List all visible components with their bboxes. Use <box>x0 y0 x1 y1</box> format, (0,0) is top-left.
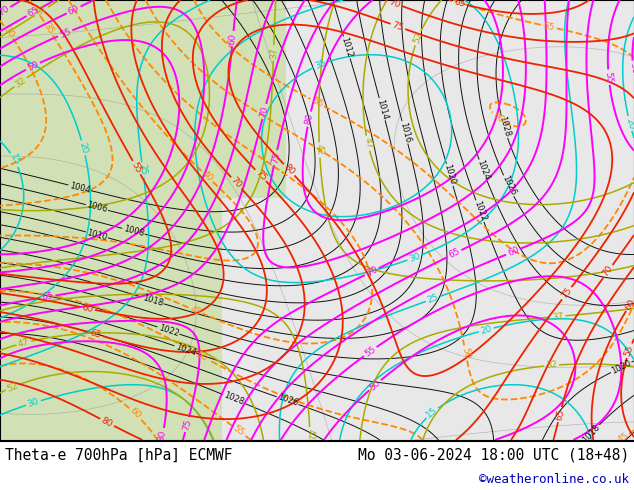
Text: 80: 80 <box>157 429 168 442</box>
Text: 30: 30 <box>408 251 422 264</box>
Text: 60: 60 <box>506 245 521 258</box>
Text: 1026: 1026 <box>500 174 517 197</box>
Text: 60: 60 <box>128 406 142 421</box>
Text: 80: 80 <box>282 163 296 177</box>
Text: 20: 20 <box>77 141 89 154</box>
Text: 80: 80 <box>304 113 315 125</box>
Text: 60: 60 <box>228 32 238 45</box>
Text: 1016: 1016 <box>398 121 412 144</box>
Text: 47: 47 <box>362 137 373 150</box>
Text: 70: 70 <box>387 0 401 9</box>
Text: 60: 60 <box>67 3 81 17</box>
Text: 1020: 1020 <box>610 359 633 376</box>
Text: 1008: 1008 <box>122 224 145 238</box>
Text: 1028: 1028 <box>222 391 245 407</box>
Text: 70: 70 <box>229 176 243 190</box>
Text: 1010: 1010 <box>86 228 108 242</box>
Text: 1028: 1028 <box>497 116 512 138</box>
Text: 1014: 1014 <box>375 98 389 121</box>
Text: 50: 50 <box>26 60 40 73</box>
Text: 50: 50 <box>460 346 471 359</box>
Text: 65: 65 <box>448 247 462 260</box>
Text: 1018: 1018 <box>581 422 602 444</box>
Text: 45: 45 <box>616 431 630 444</box>
Text: 32: 32 <box>13 75 28 89</box>
Text: 1020: 1020 <box>443 164 457 186</box>
Text: 1022: 1022 <box>472 200 488 222</box>
Text: 65: 65 <box>26 5 41 19</box>
Text: 42: 42 <box>314 144 324 156</box>
Text: 50: 50 <box>368 378 382 392</box>
Text: 37: 37 <box>34 4 49 18</box>
Text: 1018: 1018 <box>141 293 164 308</box>
Text: 75: 75 <box>181 418 193 431</box>
Text: 70: 70 <box>365 265 379 278</box>
Text: 35: 35 <box>314 58 328 71</box>
Text: 60: 60 <box>623 297 634 312</box>
Text: 55: 55 <box>363 344 377 359</box>
Text: 75: 75 <box>254 168 268 183</box>
Text: 50: 50 <box>195 349 209 363</box>
Text: 37: 37 <box>269 47 278 59</box>
Text: 1012: 1012 <box>339 36 354 59</box>
Text: ©weatheronline.co.uk: ©weatheronline.co.uk <box>479 473 629 486</box>
Text: 75: 75 <box>560 286 574 301</box>
Text: 1004: 1004 <box>68 181 91 195</box>
Text: 25: 25 <box>138 164 148 176</box>
Text: 45: 45 <box>188 304 202 317</box>
Text: 15: 15 <box>425 406 439 420</box>
Text: 1022: 1022 <box>157 323 180 338</box>
Text: 55: 55 <box>231 423 245 438</box>
Text: 30: 30 <box>27 397 40 409</box>
Text: 42: 42 <box>305 429 314 441</box>
Text: 70: 70 <box>259 105 270 118</box>
Text: 25: 25 <box>426 293 440 305</box>
Text: 60: 60 <box>491 111 505 125</box>
Text: 80: 80 <box>100 416 114 429</box>
Text: 40: 40 <box>200 169 214 184</box>
Text: 20: 20 <box>479 324 493 336</box>
Text: 65: 65 <box>554 408 566 421</box>
Text: 55: 55 <box>58 27 72 40</box>
Text: 1024: 1024 <box>174 342 197 357</box>
Text: 52: 52 <box>6 381 20 393</box>
Text: 65: 65 <box>453 0 466 9</box>
Text: 55: 55 <box>541 21 555 32</box>
Text: 75: 75 <box>270 151 281 164</box>
Text: 30: 30 <box>1 24 15 39</box>
Text: 1024: 1024 <box>475 159 491 182</box>
Text: Mo 03-06-2024 18:00 UTC (18+48): Mo 03-06-2024 18:00 UTC (18+48) <box>358 447 629 463</box>
Text: 52: 52 <box>411 31 424 45</box>
Text: Theta-e 700hPa [hPa] ECMWF: Theta-e 700hPa [hPa] ECMWF <box>5 447 233 463</box>
Text: 60: 60 <box>81 303 94 314</box>
Text: 20: 20 <box>624 117 634 130</box>
Text: 55: 55 <box>623 344 634 358</box>
Text: 70: 70 <box>0 4 11 18</box>
Text: 1026: 1026 <box>276 393 299 408</box>
Text: 55: 55 <box>310 96 324 109</box>
Text: 37: 37 <box>552 312 564 321</box>
Text: 35: 35 <box>42 22 56 36</box>
Text: 55: 55 <box>604 71 614 83</box>
Text: 65: 65 <box>41 292 54 302</box>
Text: 65: 65 <box>89 328 102 340</box>
Text: 47: 47 <box>17 337 30 349</box>
Text: 1006: 1006 <box>86 200 108 215</box>
Text: 15: 15 <box>8 153 21 167</box>
Text: 32: 32 <box>545 361 557 370</box>
Text: 75: 75 <box>391 20 404 33</box>
Text: 55: 55 <box>130 160 143 175</box>
Text: 70: 70 <box>601 264 615 279</box>
Text: 50: 50 <box>628 62 634 74</box>
